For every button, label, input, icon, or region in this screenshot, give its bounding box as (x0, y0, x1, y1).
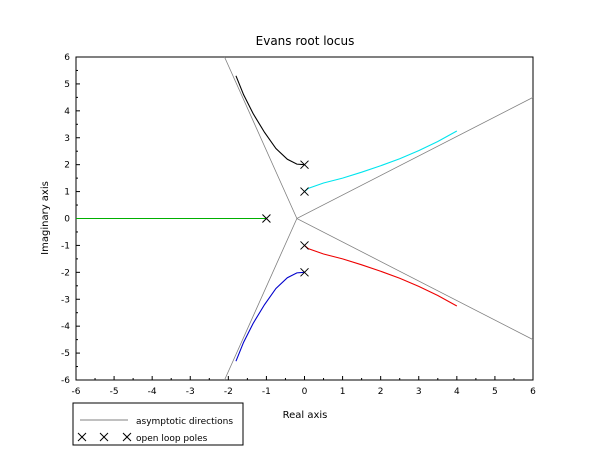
legend-pole-markers (77, 432, 132, 442)
locus-branch (304, 244, 458, 307)
legend: asymptotic directions open loop poles (72, 402, 244, 446)
x-tick-label: 5 (492, 387, 498, 397)
x-marker-stroke (99, 432, 109, 442)
y-tick-label: 5 (64, 80, 70, 90)
y-tick-label: 3 (64, 134, 70, 144)
x-tick-label: 0 (302, 387, 308, 397)
legend-poles-label: open loop poles (136, 434, 208, 444)
locus-branches (76, 75, 458, 362)
x-tick-label: -6 (72, 387, 81, 397)
y-tick-label: -5 (61, 349, 70, 359)
open-loop-pole-marker (262, 214, 271, 223)
legend-box (72, 402, 244, 446)
x-tick-label: 2 (378, 387, 384, 397)
open-loop-pole-marker (300, 187, 309, 196)
x-tick-label: 1 (340, 387, 346, 397)
legend-pole-marker (99, 432, 109, 442)
x-tick-label: 4 (454, 387, 460, 397)
open-loop-poles-group (262, 160, 309, 277)
locus-branch (304, 130, 458, 193)
legend-pole-marker (122, 432, 132, 442)
open-loop-pole-marker (300, 160, 309, 170)
y-tick-label: -1 (61, 241, 70, 251)
open-loop-pole-marker (300, 267, 309, 277)
x-axis-label: Real axis (283, 410, 328, 421)
y-tick-label: -2 (61, 268, 70, 278)
x-tick-label: 3 (416, 387, 422, 397)
x-marker-stroke (300, 267, 309, 277)
y-tick-label: -6 (61, 376, 70, 386)
x-marker-stroke (262, 214, 271, 223)
asymptote-line (224, 56, 534, 220)
y-tick-label: 0 (64, 215, 70, 225)
open-loop-pole-marker (300, 241, 309, 250)
chart-title: Evans root locus (256, 34, 355, 48)
locus-branch (235, 75, 305, 166)
x-tick-label: -4 (148, 387, 157, 397)
y-tick-label: 6 (64, 53, 70, 63)
legend-pole-marker (77, 432, 87, 442)
x-tick-label: -5 (110, 387, 119, 397)
y-tick-label: -3 (61, 295, 70, 305)
legend-asymptote-label: asymptotic directions (136, 417, 233, 427)
x-tick-label: -1 (262, 387, 271, 397)
y-tick-label: 2 (64, 161, 70, 171)
x-tick-label: 6 (530, 387, 536, 397)
x-marker-stroke (300, 187, 309, 196)
y-tick-label: 4 (64, 107, 70, 117)
x-marker-stroke (77, 432, 87, 442)
x-tick-label: -3 (186, 387, 195, 397)
locus-branch (235, 271, 305, 362)
x-marker-stroke (122, 432, 132, 442)
x-marker-stroke (300, 160, 309, 170)
asymptote-line (224, 217, 534, 381)
axis-ticks: -6 -5 -4 -3 -2 -1 0 1 2 3 4 5 6 6 5 4 3 2 1 0 -1 -2 -3 -4 -5 -6 (61, 53, 536, 397)
x-tick-label: -2 (224, 387, 233, 397)
y-axis-label: Imaginary axis (40, 181, 51, 255)
y-tick-label: -4 (61, 322, 70, 332)
x-marker-stroke (300, 241, 309, 250)
y-tick-label: 1 (64, 188, 70, 198)
asymptotes-group (224, 56, 534, 381)
